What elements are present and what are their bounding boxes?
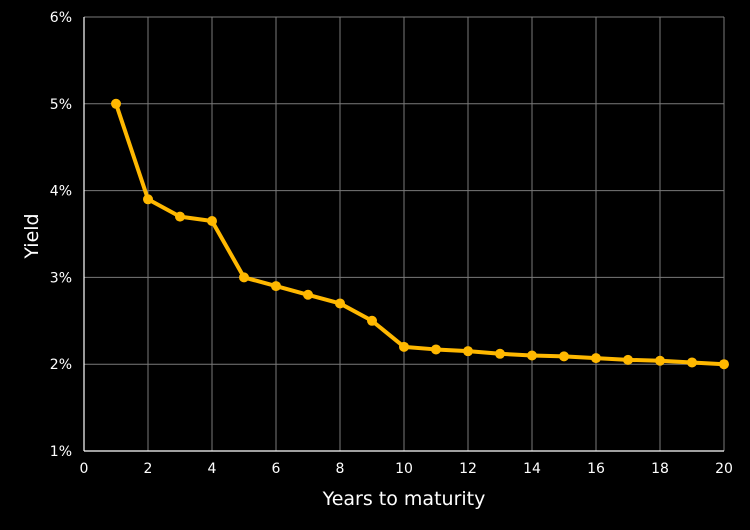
data-point <box>559 351 569 362</box>
grid-layer <box>84 16 725 451</box>
y-tick-label: 1% <box>50 444 72 460</box>
x-tick-label: 14 <box>523 461 541 477</box>
x-tick-label: 6 <box>272 461 281 477</box>
x-tick-label: 20 <box>715 461 733 477</box>
data-point <box>463 346 473 357</box>
y-axis-title: Yield <box>21 213 43 259</box>
x-tick-label: 2 <box>144 461 153 477</box>
data-point <box>111 98 121 109</box>
data-point <box>175 211 185 222</box>
label-layer: 0 2 4 6 8 10 12 14 16 18 20 1% 2% 3% 4% 5% 6% <box>50 10 733 477</box>
data-point <box>399 341 409 352</box>
y-tick-label: 6% <box>50 10 72 26</box>
data-point <box>655 355 665 366</box>
y-tick-label: 2% <box>50 357 72 373</box>
x-tick-label: 16 <box>587 461 605 477</box>
data-point <box>303 289 313 300</box>
y-tick-label: 3% <box>50 270 72 286</box>
data-point <box>719 359 729 370</box>
data-point <box>271 281 281 292</box>
data-point <box>207 215 217 226</box>
data-point <box>143 194 153 205</box>
x-axis-title: Years to maturity <box>322 488 486 510</box>
x-tick-label: 4 <box>208 461 217 477</box>
data-point <box>527 350 537 361</box>
y-tick-label: 5% <box>50 97 72 113</box>
series-layer <box>111 98 729 370</box>
data-point <box>239 272 249 283</box>
x-tick-label: 12 <box>459 461 477 477</box>
y-tick-label: 4% <box>50 184 72 200</box>
x-tick-label: 0 <box>80 461 89 477</box>
x-tick-label: 10 <box>395 461 413 477</box>
data-point <box>623 354 633 365</box>
data-point <box>495 348 505 359</box>
x-tick-label: 8 <box>336 461 345 477</box>
data-point <box>431 344 441 355</box>
axis-layer <box>83 17 724 452</box>
x-tick-label: 18 <box>651 461 669 477</box>
data-point <box>591 353 601 364</box>
data-point <box>367 315 377 326</box>
series-line <box>114 101 726 367</box>
data-point <box>687 357 697 368</box>
data-point <box>335 298 345 309</box>
